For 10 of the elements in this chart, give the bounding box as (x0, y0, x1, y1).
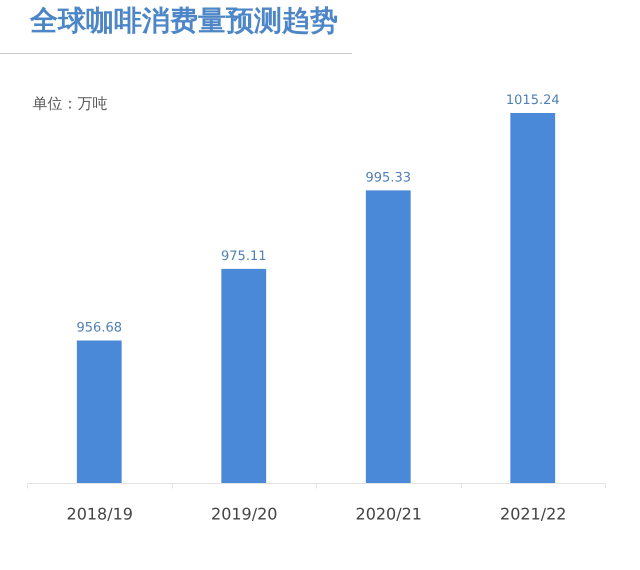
y-axis-title: 单位：万吨 (32, 94, 108, 112)
data-label: 995.33 (366, 170, 411, 186)
data-label: 975.11 (221, 248, 266, 264)
data-label: 956.68 (76, 320, 122, 336)
x-tick-label: 2021/22 (500, 504, 566, 524)
x-tick-label: 2018/19 (66, 504, 133, 524)
x-tick-label: 2020/21 (356, 504, 422, 524)
data-label: 1015.24 (506, 93, 560, 108)
x-tick-label: 2019/20 (211, 504, 278, 524)
chart-title: 全球咖啡消费量预测趋势 (29, 4, 338, 37)
